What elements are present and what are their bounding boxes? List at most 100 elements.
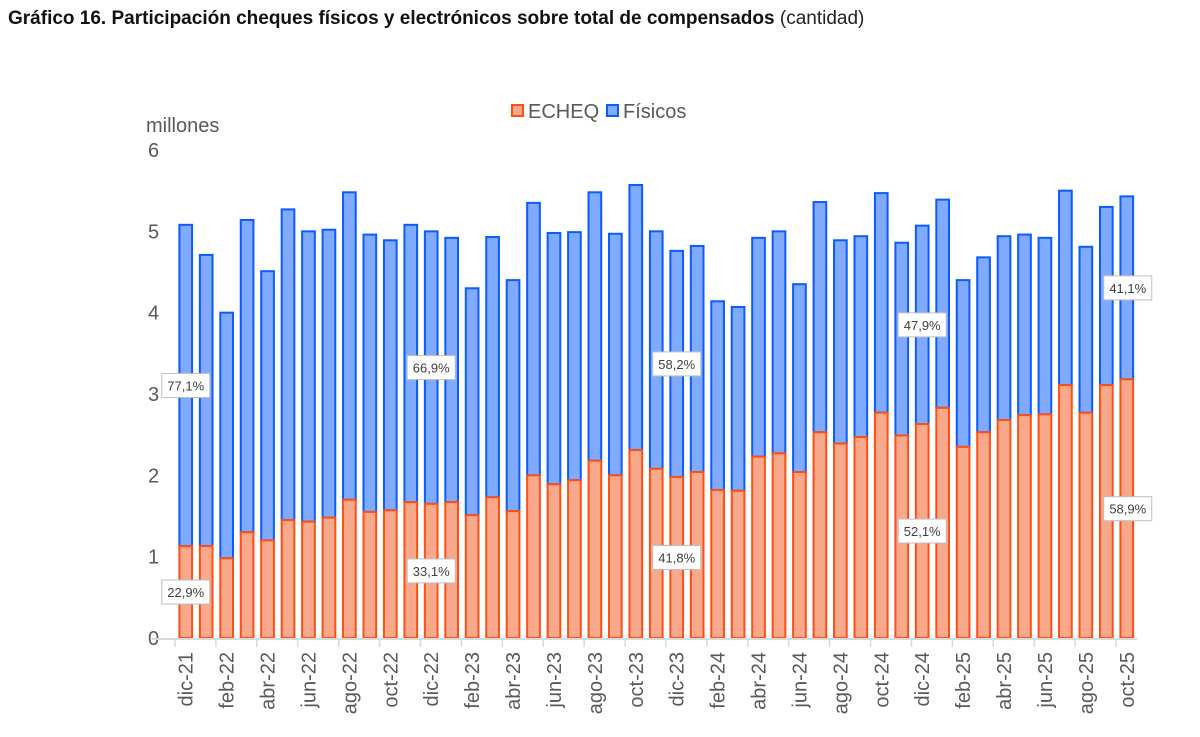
- bar-echeq: [607, 474, 623, 640]
- x-tick-label: ago-25: [1076, 652, 1098, 714]
- bar-fisicos: [239, 218, 255, 534]
- y-tick-label: 2: [148, 465, 159, 487]
- data-label-box: [1103, 275, 1153, 301]
- bar-fisicos: [833, 239, 848, 445]
- x-tick-label: ago-24: [830, 652, 852, 714]
- bar-echeq: [751, 455, 766, 640]
- data-label: 47,9%: [904, 318, 941, 333]
- bar-fisicos: [607, 232, 623, 477]
- x-tick-label: oct-23: [626, 652, 648, 708]
- bar-fisicos: [955, 279, 971, 448]
- bar-fisicos: [587, 191, 603, 462]
- bar-fisicos: [853, 235, 869, 439]
- x-tick-label: jun-25: [1035, 652, 1057, 709]
- y-tick-label: 4: [148, 303, 159, 325]
- x-tick-label: feb-23: [462, 652, 484, 709]
- bar-echeq: [955, 445, 971, 639]
- x-tick-label: oct-25: [1117, 652, 1139, 708]
- x-tick-label: jun-24: [789, 652, 811, 709]
- bar-fisicos: [1078, 245, 1094, 414]
- data-label: 58,2%: [658, 357, 695, 372]
- x-tick-label: feb-22: [217, 652, 239, 709]
- x-tick-label: dic-24: [912, 652, 934, 706]
- bar-fisicos: [648, 230, 664, 470]
- bar-fisicos: [505, 279, 521, 513]
- bar-fisicos: [464, 287, 480, 517]
- bar-echeq: [873, 411, 889, 639]
- bar-fisicos: [526, 201, 541, 477]
- bar-fisicos: [198, 253, 214, 548]
- bar-fisicos: [873, 192, 889, 414]
- x-tick-label: feb-24: [708, 652, 730, 709]
- bar-fisicos: [628, 183, 644, 452]
- bar-fisicos: [792, 283, 807, 474]
- bar-fisicos: [1058, 189, 1073, 387]
- bar-echeq: [976, 431, 991, 639]
- bar-fisicos: [567, 231, 582, 482]
- chart-title: Gráfico 16. Participación cheques físico…: [8, 8, 864, 30]
- bar-fisicos: [219, 311, 234, 560]
- bar-echeq: [485, 496, 500, 639]
- chart-title-main: Gráfico 16. Participación cheques físico…: [8, 8, 775, 29]
- y-tick-label: 5: [148, 221, 159, 243]
- bar-fisicos: [935, 198, 950, 409]
- chart-title-unit: (cantidad): [779, 8, 865, 29]
- data-label: 33,1%: [413, 564, 450, 579]
- bar-fisicos: [321, 228, 337, 519]
- x-tick-label: abr-25: [994, 652, 1016, 710]
- bar-echeq: [301, 520, 316, 640]
- x-tick-label: dic-23: [667, 652, 689, 706]
- x-tick-label: oct-22: [380, 652, 402, 708]
- bar-fisicos: [301, 230, 316, 523]
- bar-fisicos: [485, 236, 500, 499]
- legend-label: ECHEQ: [528, 101, 599, 123]
- bars: [178, 183, 1135, 640]
- bar-echeq: [792, 471, 807, 639]
- x-tick-label: dic-21: [176, 652, 198, 706]
- data-label-box: [1103, 496, 1153, 522]
- legend-label: Físicos: [623, 101, 686, 123]
- bar-echeq: [546, 483, 562, 639]
- bar-fisicos: [342, 191, 357, 501]
- bar-echeq: [730, 489, 746, 639]
- data-label-box: [652, 544, 702, 570]
- bar-echeq: [464, 514, 480, 639]
- x-tick-label: dic-22: [421, 652, 443, 706]
- bar-echeq: [505, 510, 521, 639]
- data-label: 41,8%: [658, 550, 695, 565]
- bar-echeq: [362, 510, 378, 639]
- data-label: 22,9%: [167, 585, 204, 600]
- bar-fisicos: [546, 231, 562, 486]
- x-tick-label: abr-24: [749, 652, 771, 710]
- data-label-box: [406, 558, 456, 584]
- legend-swatch-fisicos: [606, 104, 619, 117]
- x-tick-label: abr-23: [503, 652, 525, 710]
- data-label-box: [897, 312, 947, 338]
- bar-fisicos: [771, 230, 787, 455]
- bar-echeq: [526, 474, 541, 640]
- bar-echeq: [321, 516, 337, 639]
- data-label-box: [161, 372, 211, 398]
- x-tick-label: feb-25: [953, 652, 975, 709]
- bar-echeq: [260, 539, 275, 640]
- bar-fisicos: [996, 235, 1012, 422]
- bar-echeq: [996, 419, 1012, 639]
- bar-echeq: [771, 452, 787, 639]
- bar-echeq: [853, 436, 869, 639]
- bar-fisicos: [812, 201, 828, 434]
- bar-echeq: [833, 442, 848, 640]
- data-label-box: [652, 351, 702, 377]
- x-tick-label: jun-22: [298, 652, 320, 709]
- data-label-box: [406, 355, 456, 381]
- bar-echeq: [1058, 384, 1073, 640]
- data-label: 77,1%: [167, 378, 204, 393]
- data-label-box: [897, 518, 947, 544]
- bar-echeq: [567, 479, 582, 640]
- bar-echeq: [628, 449, 644, 639]
- bar-fisicos: [730, 305, 746, 492]
- bar-fisicos: [260, 270, 275, 542]
- bar-fisicos: [1017, 233, 1032, 417]
- bar-echeq: [1078, 411, 1094, 639]
